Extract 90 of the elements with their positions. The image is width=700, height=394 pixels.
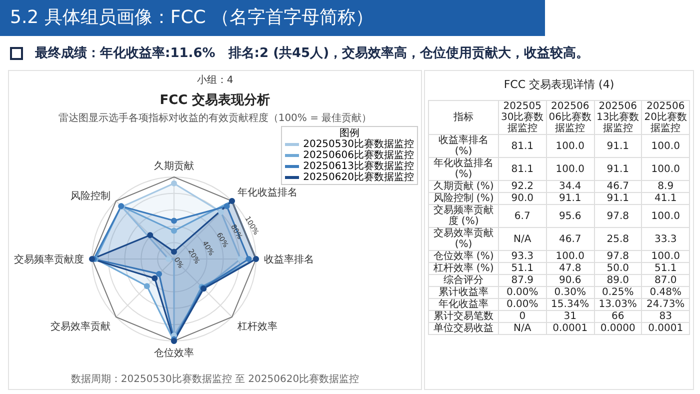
chart-subtitle: 雷达图显示选手各项指标对收益的有效贡献程度（100% = 最佳贡献）: [57, 112, 373, 125]
text: 34.4: [558, 181, 582, 192]
category-label: 杠杆效率 (%): [433, 263, 494, 274]
text: 6.7: [514, 210, 530, 222]
category-label: 交易频率贡献度 (%): [434, 205, 494, 227]
spoke-label: 收益率排名: [264, 254, 314, 266]
chart-title: FCC 交易表现分析: [158, 92, 272, 109]
text: 97.8: [606, 210, 629, 222]
text: 91.1: [606, 140, 629, 152]
text: 51.1: [511, 263, 534, 274]
category-label: 年化收益率: [438, 299, 488, 310]
text: 47.8: [558, 263, 582, 274]
text: 25.8: [606, 234, 629, 244]
category-label: 20250606比赛数据监控: [546, 100, 594, 134]
category-label: 单位交易收益: [434, 323, 494, 334]
spoke-label: 久期贡献: [154, 160, 194, 172]
text: 87.9: [511, 275, 534, 286]
text: 100.0: [556, 140, 584, 152]
text: 50.0: [606, 263, 629, 274]
text: 91.1: [606, 164, 629, 174]
category-label: 累计收益率: [438, 287, 488, 298]
text: 0.0001: [552, 323, 588, 334]
spoke-label: 风险控制: [70, 190, 110, 202]
category-label: 仓位效率 (%): [433, 251, 494, 262]
text: 24.73%: [646, 299, 685, 310]
text: 5.2 具体组员画像：FCC （名字首字母简称）: [0, 0, 545, 36]
text: 0.00%: [506, 287, 538, 298]
text: 81.1: [511, 140, 534, 152]
text: 8.9: [658, 181, 674, 192]
text: 13.03%: [598, 299, 637, 310]
category-label: 交易效率贡献 (%): [434, 228, 494, 250]
text: 92.2: [511, 181, 534, 192]
text: 100.0: [556, 251, 584, 262]
legend-title: 图例: [338, 128, 360, 139]
category-label: 累计交易笔数: [434, 311, 494, 322]
text: N/A: [514, 234, 532, 244]
text: N/A: [514, 323, 532, 334]
text: 91.1: [606, 193, 629, 204]
text: 15.34%: [551, 299, 590, 310]
text: 95.6: [558, 210, 582, 222]
text: 0.0001: [648, 323, 684, 334]
text: FCC 交易表现详情 (4): [502, 77, 616, 92]
spoke-label: 仓位效率: [154, 347, 194, 360]
text: 数据周期：20250530比赛数据监控 至 20250620比赛数据监控: [70, 372, 360, 386]
text: 100.0: [651, 164, 680, 174]
text: 100.0: [651, 210, 680, 222]
legend-label: 20250606比赛数据监控: [302, 150, 414, 161]
text: 指标: [428, 100, 498, 134]
category-label: 久期贡献 (%): [433, 181, 494, 192]
text: 0.00%: [506, 299, 538, 310]
category-label: 综合评分: [444, 275, 484, 286]
text: 91.1: [558, 193, 582, 204]
category-label: 收益率排名 (%): [438, 135, 488, 157]
text: 46.7: [558, 234, 582, 244]
text: 33.3: [654, 234, 677, 244]
text: 93.3: [511, 251, 534, 262]
text: 0.30%: [554, 287, 586, 298]
text: 41.1: [654, 193, 677, 204]
category-label: 20250620比赛数据监控: [642, 100, 690, 134]
text: 100.0: [556, 164, 584, 174]
category-label: 20250530比赛数据监控: [498, 100, 546, 134]
text: 0.0000: [600, 323, 636, 334]
spoke-label: 交易效率贡献: [50, 320, 110, 333]
text: 0.48%: [650, 287, 682, 298]
category-label: 风险控制 (%): [433, 193, 494, 204]
text: 31: [564, 311, 576, 322]
text: 90.6: [558, 275, 582, 286]
category-label: 年化收益排名 (%): [434, 158, 494, 180]
text: 小组：4: [196, 74, 234, 87]
text: 90.0: [511, 193, 534, 204]
spoke-label: 交易频率贡献度: [14, 254, 84, 266]
text: 81.1: [511, 164, 534, 174]
text: 97.8: [606, 251, 629, 262]
spoke-label: 杠杆效率: [236, 320, 278, 333]
text: 0.25%: [602, 287, 634, 298]
text: 0: [519, 311, 526, 322]
text: 100.0: [651, 140, 680, 152]
legend-label: 20250530比赛数据监控: [302, 139, 414, 150]
legend-label: 20250613比赛数据监控: [302, 161, 414, 172]
spoke-label: 年化收益排名: [238, 186, 298, 198]
text: 最终成绩：年化收益率:11.6% 排名:2 (共45人)，交易效率高，仓位使用贡献大，收益较高。: [35, 44, 590, 62]
text: 89.0: [606, 275, 629, 286]
text: 46.7: [606, 181, 629, 192]
text: 83: [659, 311, 672, 322]
text: 51.1: [654, 263, 677, 274]
category-label: 20250613比赛数据监控: [594, 100, 642, 134]
text: 100.0: [651, 251, 680, 262]
legend-label: 20250620比赛数据监控: [302, 172, 414, 183]
text: 66: [612, 311, 624, 322]
text: 87.0: [654, 275, 677, 286]
